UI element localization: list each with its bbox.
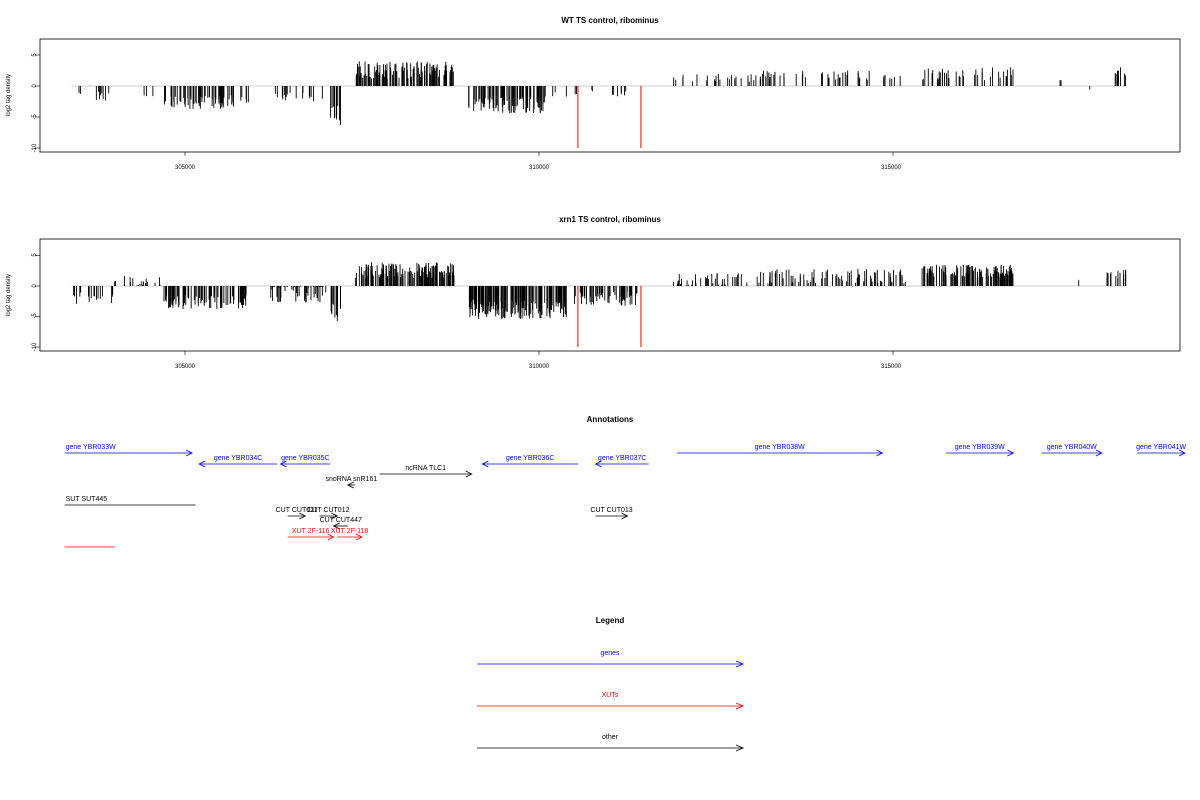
feature-label: CUT CUT447 [320, 517, 362, 524]
panel-wt-ylabel: log2 tag density [6, 74, 12, 116]
feature-label: gene YBR040W [1047, 444, 1097, 451]
legend-arrow [735, 744, 745, 752]
feature-label: gene YBR034C [214, 455, 263, 462]
panel-xrn1-frame [39, 238, 1181, 352]
x-tick-label: 305000 [175, 364, 196, 370]
panel-wt: WT TS control, ribominus log2 tag densit… [6, 16, 1181, 171]
annotations-title: Annotations [587, 415, 634, 424]
y-tick-label: 0 [32, 284, 38, 288]
feature-cut-cut012: CUT CUT012 [307, 507, 350, 520]
y-tick-label: 5 [32, 253, 38, 257]
feature-gene-ybr039w: gene YBR039W [946, 444, 1015, 457]
feature-label: gene YBR037C [598, 455, 647, 462]
legend-label: XUTs [602, 692, 619, 699]
feature-cut-cut013: CUT CUT013 [590, 507, 633, 520]
arrow-head [621, 512, 629, 520]
arrow-head [465, 470, 473, 478]
y-tick-label: -10 [32, 342, 38, 351]
feature-label: gene YBR038W [755, 444, 805, 451]
y-tick-label: -5 [32, 114, 38, 120]
panel-xrn1-y-ticks: -10 -5 0 5 [32, 253, 38, 352]
x-tick-label: 315000 [881, 165, 902, 171]
feature-label: snoRNA snR161 [325, 476, 377, 483]
panel-wt-bars [71, 61, 1127, 148]
arrow-head [327, 533, 335, 541]
annotations-track: Annotations gene YBR033W gene YBR034C gene… [64, 415, 1187, 548]
feature-ncrna-tlc1: ncRNA TLC1 [379, 465, 473, 478]
panel-wt-frame [39, 38, 1181, 153]
feature-gene-ybr037c: gene YBR037C [594, 455, 649, 468]
arrow-head [198, 460, 206, 468]
y-tick-label: -5 [32, 313, 38, 319]
panel-xrn1: xrn1 TS control, ribominus log2 tag dens… [6, 215, 1181, 370]
feature-gene-ybr040w: gene YBR040W [1041, 444, 1103, 457]
feature-gene-ybr035c: gene YBR035C [279, 455, 331, 468]
arrow-head [594, 460, 602, 468]
arrow-head [279, 460, 287, 468]
feature-label: CUT CUT011 [276, 507, 318, 514]
panel-xrn1-axes [35, 255, 894, 355]
feature-label: gene YBR033W [66, 444, 116, 451]
feature-gene-ybr033w: gene YBR033W [64, 444, 193, 457]
feature-label: SUT SUT445 [66, 496, 108, 503]
arrow-head [332, 522, 340, 530]
arrow-head [346, 481, 355, 489]
legend-arrow [735, 660, 745, 668]
x-tick-label: 310000 [529, 364, 550, 370]
panel-wt-axes [35, 54, 894, 156]
feature-snorna-snr161: snoRNA snR161 [325, 476, 377, 489]
legend-arrow [735, 702, 745, 710]
arrow-head [876, 449, 884, 457]
x-tick-label: 310000 [529, 165, 550, 171]
arrow-head [299, 512, 307, 520]
arrow-head [1178, 449, 1186, 457]
panel-xrn1-ylabel: log2 tag density [6, 274, 12, 316]
arrow-head [331, 512, 339, 520]
arrow-head [1095, 449, 1103, 457]
legend-item-genes: genes [477, 650, 745, 668]
legend-label: genes [600, 650, 620, 657]
feature-label: gene YBR035C [281, 455, 330, 462]
panel-xrn1-title: xrn1 TS control, ribominus [559, 215, 661, 224]
feature-label: XUT 2F-118 [331, 528, 369, 535]
feature-label: CUT CUT013 [590, 507, 632, 514]
feature-gene-ybr036c: gene YBR036C [481, 455, 578, 468]
arrow-head [355, 533, 363, 541]
y-tick-label: 5 [32, 53, 38, 57]
x-tick-label: 315000 [881, 364, 902, 370]
feature-xut-2f-118: XUT 2F-118 [331, 528, 369, 541]
feature-label: gene YBR039W [955, 444, 1005, 451]
legend-item-xuts: XUTs [477, 692, 745, 710]
y-tick-label: -10 [32, 143, 38, 152]
feature-label: gene YBR036C [506, 455, 555, 462]
feature-label: gene YBR041W [1136, 444, 1186, 451]
arrow-head [481, 460, 489, 468]
arrow-head [1007, 449, 1015, 457]
legend: Legend genes XUTs other [477, 616, 745, 752]
feature-label: ncRNA TLC1 [405, 465, 446, 472]
feature-sut-sut445: SUT SUT445 [64, 496, 196, 506]
feature-cut-cut447: CUT CUT447 [320, 517, 362, 530]
legend-title: Legend [596, 616, 625, 625]
panel-wt-title: WT TS control, ribominus [561, 16, 659, 25]
x-tick-label: 305000 [175, 165, 196, 171]
panel-xrn1-bars [71, 262, 1127, 347]
feature-gene-ybr034c: gene YBR034C [198, 455, 278, 468]
legend-label: other [602, 734, 619, 741]
feature-label: XUT 2F-116 [292, 528, 330, 535]
feature-gene-ybr041w: gene YBR041W [1136, 444, 1187, 457]
y-tick-label: 0 [32, 84, 38, 88]
arrow-head [185, 449, 193, 457]
feature-xut-2f-116: XUT 2F-116 [287, 528, 335, 541]
panel-xrn1-x-ticks: 305000 310000 315000 [175, 364, 902, 370]
panel-wt-x-ticks: 305000 310000 315000 [175, 165, 902, 171]
legend-item-other: other [477, 734, 745, 752]
panel-wt-y-ticks: -10 -5 0 5 [32, 53, 38, 153]
feature-label: CUT CUT012 [307, 507, 349, 514]
feature-cut-cut011: CUT CUT011 [276, 507, 318, 520]
feature-gene-ybr038w: gene YBR038W [677, 444, 884, 457]
